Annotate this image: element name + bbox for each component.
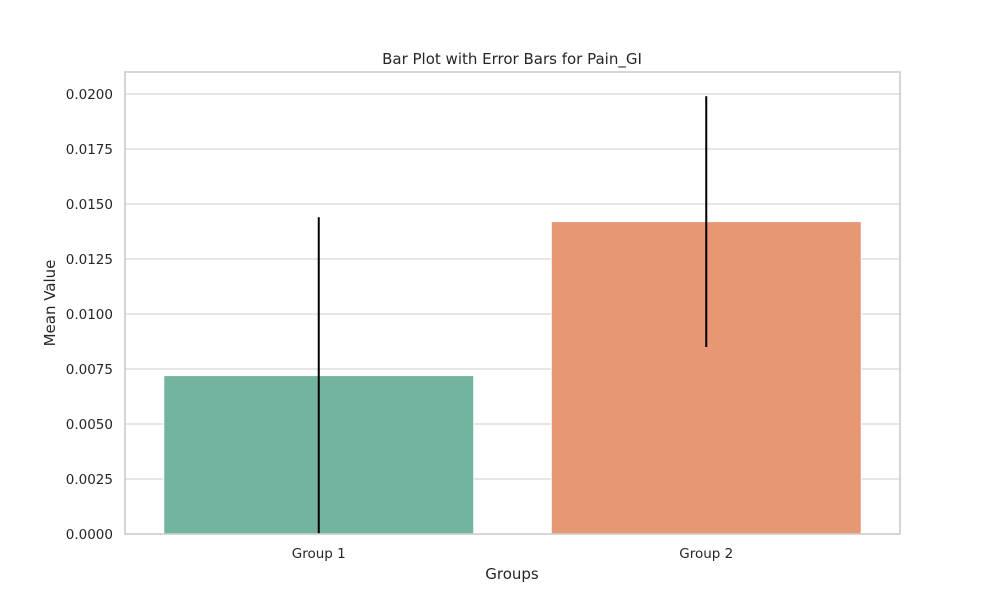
error-bars-layer <box>317 96 708 534</box>
x-tick-label: Group 2 <box>679 546 733 562</box>
y-axis-label: Mean Value <box>41 260 59 347</box>
y-tick-label: 0.0050 <box>66 417 113 433</box>
x-axis-ticks: Group 1 Group 2 <box>292 546 733 562</box>
y-tick-label: 0.0200 <box>66 87 113 103</box>
y-tick-label: 0.0075 <box>66 362 113 378</box>
y-tick-label: 0.0025 <box>66 472 113 488</box>
bars-layer <box>163 221 862 535</box>
chart-title: Bar Plot with Error Bars for Pain_GI <box>382 50 642 69</box>
x-axis-label: Groups <box>485 565 539 583</box>
y-tick-label: 0.0100 <box>66 307 113 323</box>
y-tick-label: 0.0175 <box>66 142 113 158</box>
plot-frame <box>124 71 901 535</box>
y-tick-label: 0.0150 <box>66 197 113 213</box>
x-tick-label: Group 1 <box>292 546 346 562</box>
y-tick-label: 0.0125 <box>66 252 113 268</box>
y-axis-ticks: 0.0000 0.0025 0.0050 0.0075 0.0100 0.0125 0.01… <box>66 87 113 543</box>
y-tick-label: 0.0000 <box>66 527 113 543</box>
